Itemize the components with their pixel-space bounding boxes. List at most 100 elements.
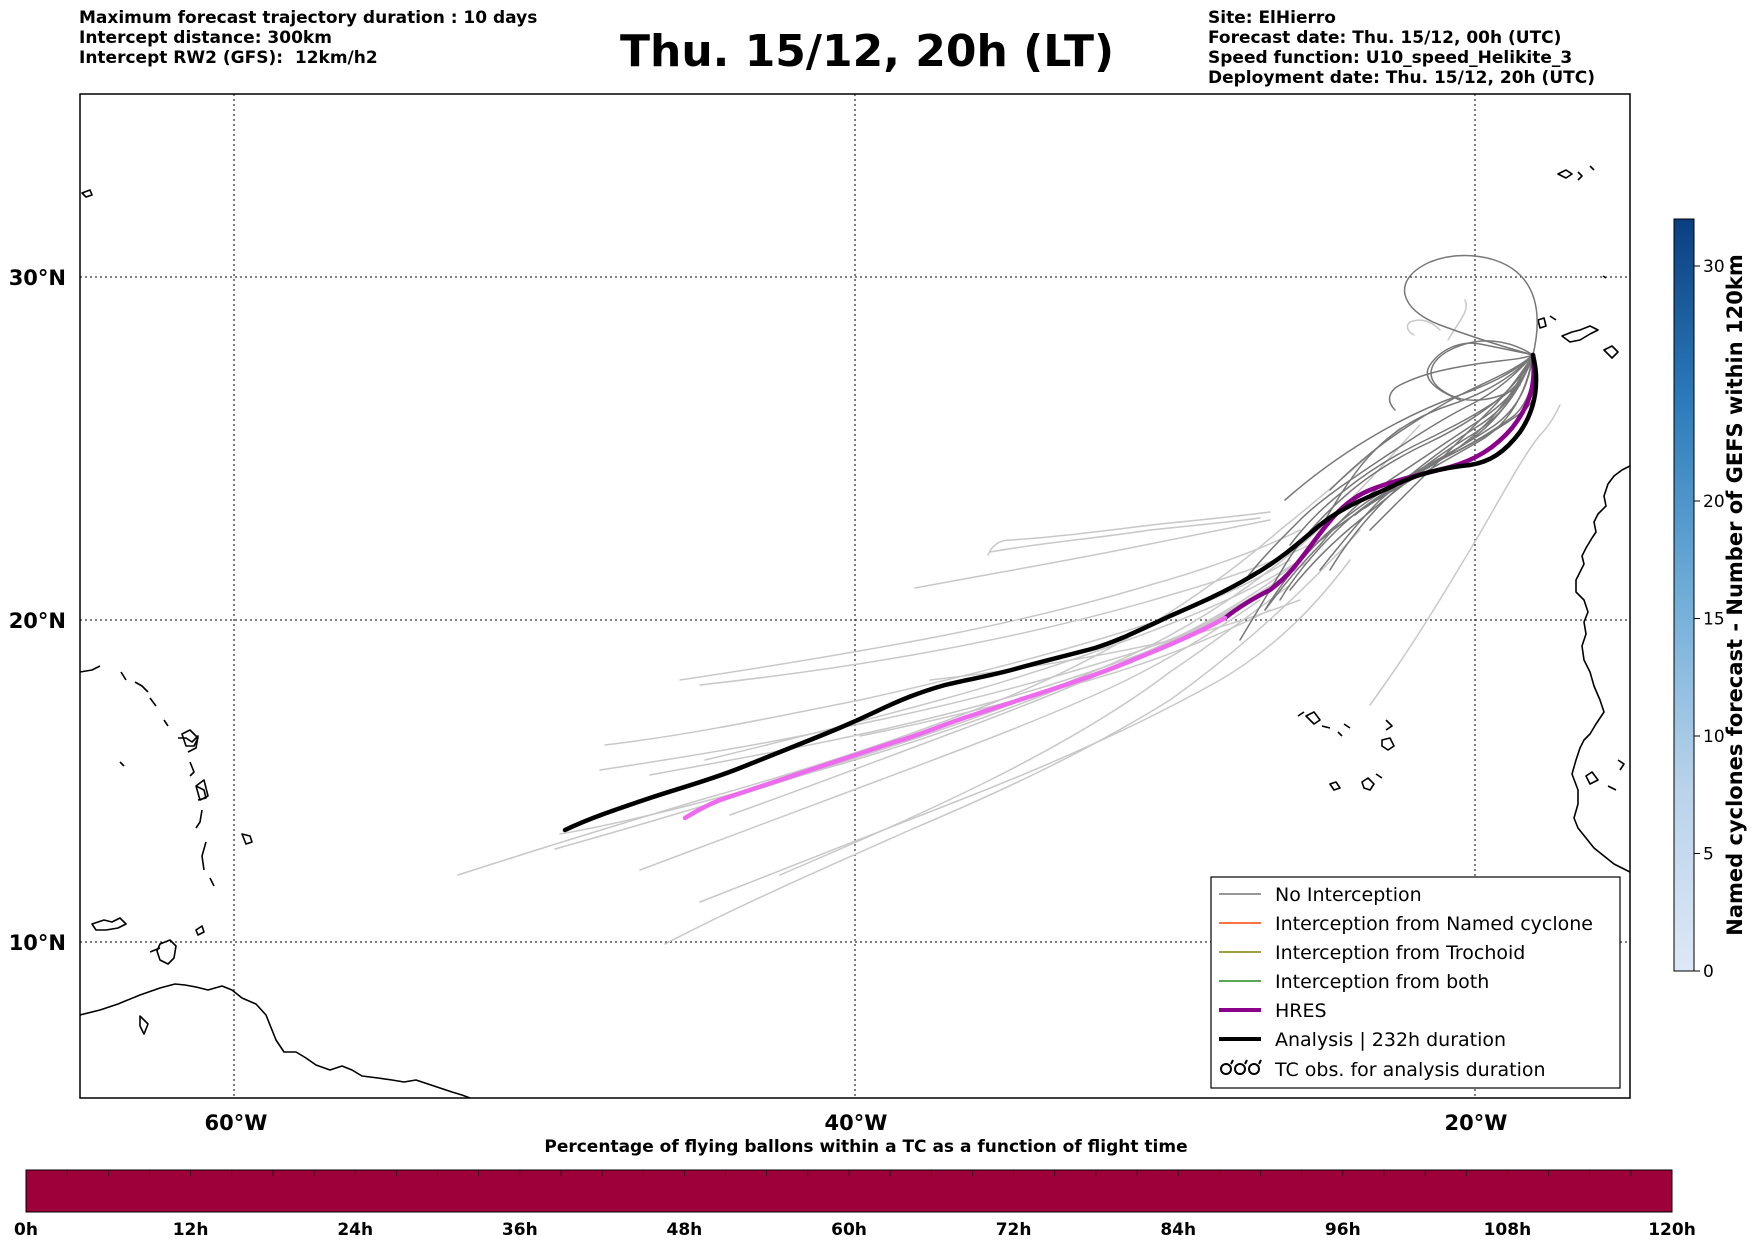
flight-time-bar: 0h 12h 24h 36h 48h 60h 72h 84h 96h 108h 120h — [14, 1169, 1696, 1240]
no-interception-trajectory-1 — [1244, 354, 1534, 581]
map-frame — [79, 93, 1631, 1099]
coastline-cape-verde — [1305, 711, 1395, 791]
legend-label-both: Interception from both — [1275, 971, 1489, 993]
timebar-tick-label: 0h — [14, 1220, 38, 1240]
lat-label-10n: 10°N — [9, 931, 66, 955]
coastline-martinique — [195, 779, 209, 801]
light-trajectory-13 — [987, 511, 1271, 556]
no-interception-trajectory-12 — [1284, 354, 1534, 501]
light-trajectory-20 — [649, 594, 1261, 776]
no-interception-trajectory-19 — [1239, 354, 1534, 641]
max-duration-text: Maximum forecast trajectory duration : 1… — [79, 8, 538, 28]
light-trajectory-18 — [729, 559, 1311, 816]
lat-labels: 30°N 20°N 10°N — [9, 266, 66, 955]
no-interception-trajectory-17 — [1426, 342, 1534, 401]
no-interception-trajectory-2 — [1264, 354, 1534, 611]
coastline-tobago — [195, 925, 205, 936]
cyclone-colorbar: 0 5 10 15 20 30 Named cyclones forecast - Num… — [1673, 218, 1747, 982]
coastline-canaries — [1549, 315, 1619, 359]
coastline-antilles — [80, 665, 215, 887]
light-trajectory-21 — [1406, 299, 1467, 341]
legend-label-no-interception: No Interception — [1275, 884, 1422, 906]
coastline-trinidad — [156, 939, 177, 965]
coastline-guyana-shore — [139, 1015, 149, 1035]
colorbar-label: Named cyclones forecast - Number of GEFS… — [1723, 254, 1747, 935]
hres-purple-line-1 — [1222, 352, 1536, 621]
coastline-africa-bissau — [1585, 759, 1625, 791]
light-trajectory-4 — [699, 559, 1351, 903]
colorbar-gradient — [1673, 218, 1695, 972]
analysis-line-1 — [562, 352, 1539, 833]
hres-pink-line-1 — [682, 615, 1228, 821]
light-trajectory-19 — [779, 584, 1291, 876]
coastline-trinidad-2 — [149, 947, 161, 953]
coastline-venezuela-islands — [91, 917, 127, 931]
tc-obs-icon — [1220, 1059, 1262, 1075]
lon-label-20w: 20°W — [1445, 1111, 1508, 1135]
timebar-tick-label: 48h — [667, 1220, 703, 1240]
timebar-tick-label: 96h — [1325, 1220, 1361, 1240]
light-trajectory-16 — [679, 529, 1301, 681]
lat-label-30n: 30°N — [9, 266, 66, 290]
hres-trajectory — [682, 352, 1536, 821]
light-trajectory-10 — [914, 519, 1271, 589]
lat-label-20n: 20°N — [9, 609, 66, 633]
timebar-tick-label: 12h — [173, 1220, 209, 1240]
light-trajectory-9 — [929, 599, 1301, 681]
timebar-tick-label: 24h — [337, 1220, 373, 1240]
light-trajectory-15 — [639, 599, 1261, 871]
page-title: Thu. 15/12, 20h (LT) — [620, 26, 1115, 77]
coastlines — [80, 165, 1630, 1098]
light-trajectory-11 — [989, 517, 1261, 553]
lon-label-40w: 40°W — [825, 1111, 888, 1135]
light-trajectory-17 — [859, 609, 1271, 737]
light-trajectory-8 — [699, 539, 1321, 686]
coastline-cape-verde-2 — [1297, 711, 1305, 717]
timebar-fill — [25, 1169, 1673, 1213]
legend: No Interception Interception from Named … — [1210, 876, 1621, 1089]
colorbar-tick-label: 5 — [1703, 845, 1714, 865]
speed-function-text: Speed function: U10_speed_Helikite_3 — [1208, 48, 1573, 68]
timebar-tick-label: 60h — [831, 1220, 867, 1240]
lon-label-60w: 60°W — [205, 1111, 268, 1135]
coastline-bermuda — [81, 189, 93, 198]
no-interception-trajectory-15 — [1403, 254, 1538, 356]
colorbar-tick-label: 20 — [1703, 492, 1725, 512]
coastline-azores — [1557, 165, 1607, 279]
timebar-tick-label: 84h — [1160, 1220, 1196, 1240]
ensemble-trajectories-no-interception — [1239, 254, 1539, 641]
light-trajectory-6 — [599, 579, 1281, 771]
coastline-small-island — [241, 833, 253, 845]
light-trajectory-12 — [1369, 404, 1561, 706]
header-right-info: Site: ElHierro Forecast date: Thu. 15/12… — [1208, 8, 1595, 88]
lon-labels: 60°W 40°W 20°W — [205, 1111, 1508, 1135]
colorbar-tick-label: 0 — [1703, 962, 1714, 982]
timebar-tick-label: 72h — [996, 1220, 1032, 1240]
timebar-tick-label: 120h — [1648, 1220, 1696, 1240]
light-trajectory-5 — [559, 559, 1301, 835]
coastline-south-america — [80, 983, 471, 1098]
legend-label-named-cyclone: Interception from Named cyclone — [1275, 913, 1593, 935]
no-interception-trajectory-14 — [1388, 354, 1534, 411]
timebar-tick-label: 36h — [502, 1220, 538, 1240]
analysis-trajectory — [562, 352, 1539, 833]
light-trajectory-14 — [704, 559, 1301, 761]
no-interception-trajectory-16 — [1430, 340, 1534, 401]
no-interception-trajectory-18 — [1324, 354, 1534, 521]
colorbar-tick-label: 15 — [1703, 610, 1725, 630]
light-trajectory-3 — [664, 529, 1361, 945]
site-text: Site: ElHierro — [1208, 8, 1336, 28]
timebar-title: Percentage of flying ballons within a TC… — [544, 1137, 1188, 1157]
map-area[interactable] — [80, 94, 1630, 1098]
deployment-date-text: Deployment date: Thu. 15/12, 20h (UTC) — [1208, 68, 1595, 88]
legend-label-tc-obs: TC obs. for analysis duration — [1274, 1059, 1546, 1081]
coastline-africa — [1571, 465, 1630, 873]
colorbar-tick-label: 30 — [1703, 257, 1725, 277]
legend-label-analysis: Analysis | 232h duration — [1275, 1029, 1506, 1051]
coastline-madeira — [1537, 317, 1547, 329]
no-interception-trajectory-10 — [1289, 354, 1534, 591]
intercept-distance-text: Intercept distance: 300km — [79, 28, 332, 48]
legend-label-trochoid: Interception from Trochoid — [1275, 942, 1525, 964]
timebar-tick-label: 108h — [1484, 1220, 1532, 1240]
forecast-date-text: Forecast date: Thu. 15/12, 00h (UTC) — [1208, 28, 1562, 48]
